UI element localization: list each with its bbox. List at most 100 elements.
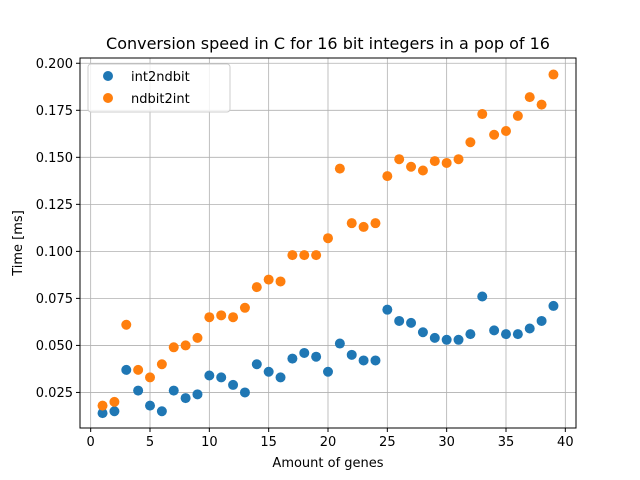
data-point-int2ndbit: [477, 291, 488, 302]
data-point-int2ndbit: [311, 351, 322, 362]
data-point-ndbit2int: [216, 310, 227, 321]
data-point-ndbit2int: [477, 109, 488, 120]
data-point-int2ndbit: [228, 379, 239, 390]
data-point-int2ndbit: [417, 327, 428, 338]
data-point-ndbit2int: [453, 154, 464, 165]
x-tick-label: 35: [498, 435, 515, 450]
chart-title: Conversion speed in C for 16 bit integer…: [106, 34, 550, 53]
data-point-ndbit2int: [251, 282, 262, 293]
x-tick-label: 30: [438, 435, 455, 450]
legend-marker-ndbit2int: [103, 93, 113, 103]
data-point-ndbit2int: [536, 99, 547, 110]
y-tick-label: 0.125: [36, 198, 73, 213]
x-tick-label: 5: [146, 435, 154, 450]
data-point-ndbit2int: [239, 302, 250, 313]
x-tick-label: 40: [557, 435, 574, 450]
data-point-ndbit2int: [406, 161, 417, 172]
data-point-ndbit2int: [311, 250, 322, 261]
data-point-int2ndbit: [168, 385, 179, 396]
data-point-ndbit2int: [121, 319, 132, 330]
data-point-ndbit2int: [145, 372, 156, 383]
data-point-int2ndbit: [489, 325, 500, 336]
legend-label-ndbit2int: ndbit2int: [131, 92, 190, 107]
data-point-ndbit2int: [133, 364, 144, 375]
x-tick-label: 20: [320, 435, 337, 450]
y-tick-label: 0.175: [36, 104, 73, 119]
data-point-int2ndbit: [500, 329, 511, 340]
data-point-int2ndbit: [263, 366, 274, 377]
data-point-int2ndbit: [121, 364, 132, 375]
legend-label-int2ndbit: int2ndbit: [131, 70, 190, 85]
data-point-int2ndbit: [239, 387, 250, 398]
data-point-int2ndbit: [394, 315, 405, 326]
data-point-ndbit2int: [465, 137, 476, 148]
data-point-ndbit2int: [512, 110, 523, 121]
data-point-int2ndbit: [287, 353, 298, 364]
x-tick-label: 25: [379, 435, 396, 450]
data-point-ndbit2int: [228, 312, 239, 323]
x-tick-label: 10: [201, 435, 218, 450]
data-point-ndbit2int: [263, 274, 274, 285]
data-point-int2ndbit: [251, 359, 262, 370]
data-point-ndbit2int: [524, 92, 535, 103]
y-tick-label: 0.150: [36, 151, 73, 166]
data-point-ndbit2int: [287, 250, 298, 261]
data-point-int2ndbit: [334, 338, 345, 349]
y-axis-ticks: 0.025 0.050 0.075 0.100 0.125 0.150 0.175 0.200: [36, 57, 80, 401]
data-point-ndbit2int: [180, 340, 191, 351]
data-point-int2ndbit: [299, 347, 310, 358]
x-tick-label: 0: [87, 435, 95, 450]
data-point-int2ndbit: [406, 317, 417, 328]
data-point-ndbit2int: [323, 233, 333, 244]
data-point-int2ndbit: [429, 332, 440, 343]
y-tick-label: 0.075: [36, 292, 73, 307]
x-axis-ticks: 0 5 10 15 20 25 30 35 40: [87, 428, 574, 450]
y-axis-label: Time [ms]: [11, 210, 26, 277]
data-point-int2ndbit: [382, 304, 393, 315]
data-point-int2ndbit: [441, 334, 452, 345]
legend: int2ndbit ndbit2int: [87, 63, 231, 113]
data-point-int2ndbit: [216, 372, 227, 383]
data-point-int2ndbit: [204, 370, 215, 381]
data-point-int2ndbit: [548, 300, 559, 311]
plot-frame: [79, 57, 577, 429]
data-point-int2ndbit: [180, 393, 191, 404]
x-axis-label: Amount of genes: [272, 456, 383, 471]
data-point-int2ndbit: [358, 355, 369, 366]
data-point-ndbit2int: [334, 163, 345, 174]
data-point-int2ndbit: [453, 334, 464, 345]
y-tick-label: 0.200: [36, 57, 73, 72]
data-point-ndbit2int: [417, 165, 428, 176]
data-point-int2ndbit: [323, 366, 333, 377]
data-point-ndbit2int: [346, 218, 357, 229]
data-point-ndbit2int: [204, 312, 215, 323]
grid-lines: [80, 58, 576, 428]
data-point-int2ndbit: [156, 406, 167, 417]
data-point-ndbit2int: [168, 342, 179, 353]
data-point-ndbit2int: [500, 125, 511, 136]
data-point-int2ndbit: [275, 372, 286, 383]
data-point-ndbit2int: [370, 218, 381, 229]
data-point-int2ndbit: [192, 389, 203, 400]
data-point-ndbit2int: [358, 221, 369, 232]
data-point-ndbit2int: [299, 250, 310, 261]
data-point-ndbit2int: [429, 156, 440, 167]
series-int2ndbit: [97, 291, 559, 419]
data-point-ndbit2int: [382, 171, 393, 182]
data-point-int2ndbit: [97, 408, 108, 419]
data-point-ndbit2int: [489, 129, 500, 140]
series-ndbit2int: [97, 69, 559, 411]
data-point-ndbit2int: [156, 359, 167, 370]
y-tick-label: 0.025: [36, 386, 73, 401]
data-point-ndbit2int: [275, 276, 286, 287]
legend-marker-int2ndbit: [103, 71, 113, 81]
data-point-ndbit2int: [548, 69, 559, 80]
data-point-int2ndbit: [145, 400, 156, 411]
data-point-int2ndbit: [465, 329, 476, 340]
data-point-int2ndbit: [512, 329, 523, 340]
data-points: [97, 69, 559, 419]
data-point-ndbit2int: [192, 332, 203, 343]
data-point-int2ndbit: [524, 323, 535, 334]
data-point-int2ndbit: [370, 355, 381, 366]
